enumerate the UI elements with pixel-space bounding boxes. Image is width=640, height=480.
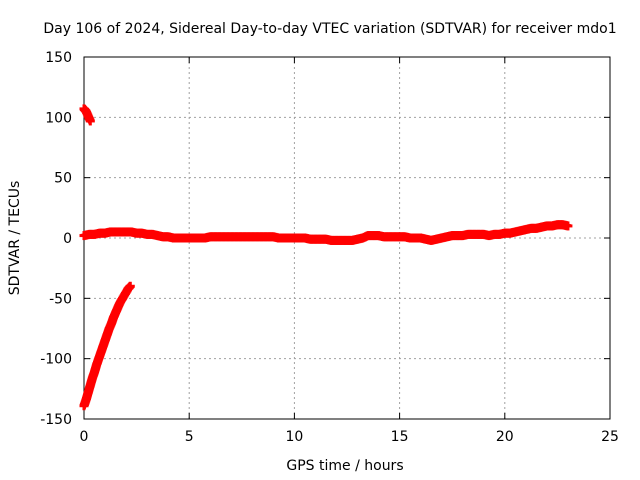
x-tick-label: 25 [601,429,619,445]
axis-ticks: 0 5 10 15 20 25 -150 -100 -50 0 50 100 150 [40,50,619,445]
data-point [85,115,95,125]
series-segment-early-low [79,281,135,411]
y-tick-label: 50 [54,171,72,187]
y-tick-label: -50 [49,291,72,307]
y-axis-label: SDTVAR / TECUs [7,181,23,296]
y-tick-label: 150 [45,50,72,66]
x-tick-label: 15 [391,429,409,445]
y-tick-label: 100 [45,110,72,126]
y-tick-label: 0 [63,231,72,247]
x-axis-label: GPS time / hours [286,458,403,474]
series-segment-early-high [79,104,95,126]
x-tick-label: 0 [80,429,89,445]
data-points [79,104,573,411]
data-point [562,221,572,231]
series-segment-main [79,220,573,245]
x-tick-label: 10 [285,429,303,445]
x-tick-label: 5 [185,429,194,445]
y-tick-label: -100 [40,352,72,368]
chart-title: Day 106 of 2024, Sidereal Day-to-day VTE… [43,21,616,37]
y-tick-label: -150 [40,412,72,428]
data-point [125,282,135,292]
x-tick-label: 20 [496,429,514,445]
